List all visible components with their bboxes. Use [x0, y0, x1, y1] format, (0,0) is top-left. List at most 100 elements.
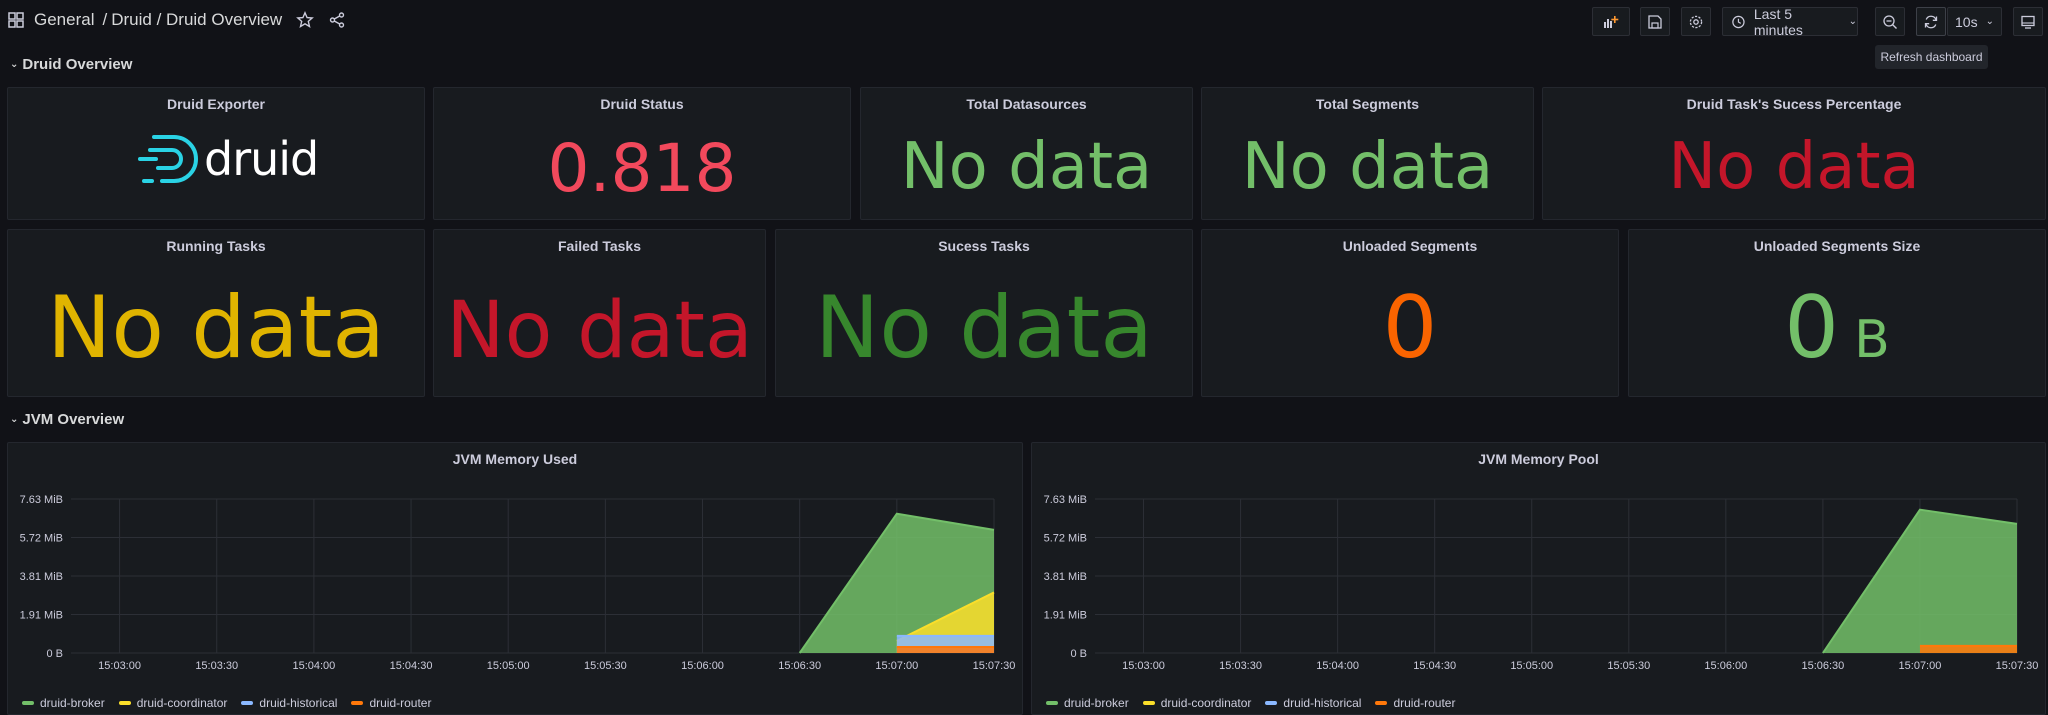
series-line-druid-coordinator [896, 591, 995, 642]
y-tick-label: 3.81 MiB [1044, 571, 1087, 583]
legend-label: druid-broker [1064, 696, 1129, 710]
legend-item-druid-historical[interactable]: druid-historical [1265, 696, 1361, 710]
tv-mode-button[interactable] [2013, 7, 2043, 36]
panel-unloaded-segments[interactable]: Unloaded Segments 0 [1201, 229, 1619, 397]
legend-item-druid-router[interactable]: druid-router [1375, 696, 1455, 710]
panel-druid-exporter[interactable]: Druid Exporter druid [7, 87, 425, 220]
refresh-dashboard-button[interactable] [1916, 7, 1946, 36]
legend-item-druid-broker[interactable]: druid-broker [22, 696, 105, 710]
row-title: JVM Overview [22, 411, 125, 428]
breadcrumb: General / Druid / Druid Overview [8, 10, 346, 30]
panel-success-tasks[interactable]: Sucess Tasks No data [775, 229, 1193, 397]
x-tick-label: 15:03:30 [195, 660, 238, 672]
series-area-druid-router [896, 646, 994, 653]
stat-unit: B [1854, 310, 1890, 370]
panel-running-tasks[interactable]: Running Tasks No data [7, 229, 425, 397]
y-tick-label: 7.63 MiB [20, 494, 63, 506]
x-tick-label: 15:06:00 [681, 660, 724, 672]
dashboards-grid-icon[interactable] [8, 12, 24, 28]
jvm-memory-pool-chart[interactable]: 0 B 1.91 MiB 3.81 MiB 5.72 MiB 7.63 MiB 15:03… [1032, 479, 2047, 684]
panel-title: Druid Task's Sucess Percentage [1686, 96, 1902, 112]
legend-swatch [1265, 701, 1278, 705]
x-tick-label: 15:07:30 [1996, 660, 2039, 672]
legend-swatch [351, 701, 364, 705]
stat-value: No data [1668, 130, 1920, 204]
panel-failed-tasks[interactable]: Failed Tasks No data [433, 229, 766, 397]
panel-druid-status[interactable]: Druid Status 0.818 [433, 87, 851, 220]
stat-value: No data [900, 130, 1153, 204]
zoom-out-button[interactable] [1875, 7, 1905, 36]
y-tick-label: 5.72 MiB [1044, 533, 1087, 545]
add-panel-button[interactable] [1592, 7, 1630, 36]
panel-title: Failed Tasks [557, 238, 641, 254]
gear-icon [1689, 15, 1703, 28]
legend-item-druid-coordinator[interactable]: druid-coordinator [118, 696, 228, 710]
legend-item-druid-router[interactable]: druid-router [351, 696, 431, 710]
x-tick-label: 15:04:30 [1413, 660, 1456, 672]
x-tick-label: 15:03:00 [1122, 660, 1165, 672]
chevron-down-icon: ⌄ [1848, 16, 1857, 27]
y-tick-label: 0 B [46, 648, 63, 660]
legend-label: druid-historical [1283, 696, 1362, 710]
zoom-out-icon [1883, 14, 1897, 29]
breadcrumb-folder[interactable]: General [34, 10, 95, 29]
series-line-druid-broker [798, 512, 995, 654]
refresh-interval-picker[interactable]: 10s ⌄ [1947, 7, 2002, 36]
refresh-icon [1924, 15, 1938, 28]
legend-label: druid-broker [40, 696, 105, 710]
row-jvm-overview[interactable]: ⌄ JVM Overview [10, 411, 124, 428]
jvm-memory-used-chart[interactable]: 0 B 1.91 MiB 3.81 MiB 5.72 MiB 7.63 MiB 15:03… [8, 479, 1024, 684]
panel-title: JVM Memory Used [452, 451, 578, 467]
monitor-icon [2021, 15, 2035, 29]
chevron-down-icon: ⌄ [10, 59, 19, 70]
refresh-interval-label: 10s [1955, 13, 1978, 30]
panel-title: Druid Exporter [166, 96, 265, 112]
legend-item-druid-historical[interactable]: druid-historical [241, 696, 337, 710]
time-range-picker[interactable]: Last 5 minutes ⌄ [1722, 5, 1858, 38]
panel-title: Running Tasks [166, 238, 266, 254]
y-tick-label: 3.81 MiB [20, 571, 63, 583]
share-icon[interactable] [328, 11, 346, 29]
y-tick-label: 0 B [1070, 648, 1087, 660]
breadcrumb-separator: / [102, 10, 108, 29]
legend-label: druid-coordinator [1160, 696, 1252, 710]
legend-item-druid-coordinator[interactable]: druid-coordinator [1142, 696, 1252, 710]
panel-task-success-percentage[interactable]: Druid Task's Sucess Percentage No data [1542, 87, 2046, 220]
chart-legend: druid-broker druid-coordinator druid-histo… [22, 696, 431, 710]
add-panel-icon [1604, 15, 1619, 28]
panel-title: Unloaded Segments Size [1753, 238, 1921, 254]
dashboard-settings-button[interactable] [1681, 7, 1711, 36]
panel-unloaded-segments-size[interactable]: Unloaded Segments Size 0 B [1628, 229, 2046, 397]
legend-item-druid-broker[interactable]: druid-broker [1046, 696, 1129, 710]
x-tick-label: 15:05:30 [1607, 660, 1650, 672]
x-tick-label: 15:06:00 [1704, 660, 1747, 672]
x-tick-label: 15:07:00 [1899, 660, 1942, 672]
legend-swatch [241, 701, 254, 705]
panel-jvm-memory-used[interactable]: JVM Memory Used 0 B 1.91 MiB 3.81 MiB 5.72 … [7, 442, 1023, 715]
x-tick-label: 15:05:00 [487, 660, 530, 672]
save-dashboard-button[interactable] [1640, 7, 1670, 36]
top-navbar: General / Druid / Druid Overview [0, 0, 2048, 44]
panel-total-segments[interactable]: Total Segments No data [1201, 87, 1534, 220]
save-icon [1648, 14, 1662, 29]
refresh-tooltip: Refresh dashboard [1875, 45, 1988, 69]
panel-jvm-memory-pool[interactable]: JVM Memory Pool 0 B 1.91 MiB 3.81 MiB 5.72 … [1031, 442, 2046, 715]
panel-total-datasources[interactable]: Total Datasources No data [860, 87, 1193, 220]
legend-swatch [1375, 701, 1388, 705]
druid-logo-text: druid [204, 132, 319, 186]
series-area-druid-router [1919, 645, 2017, 653]
y-tick-label: 1.91 MiB [1044, 610, 1087, 622]
legend-label: druid-coordinator [136, 696, 228, 710]
series-area-druid-broker [1822, 509, 2017, 653]
x-tick-label: 15:04:30 [390, 660, 433, 672]
breadcrumb-dashboard[interactable]: Druid / Druid Overview [111, 10, 283, 29]
panel-title: Unloaded Segments [1342, 238, 1478, 254]
star-icon[interactable] [296, 11, 315, 29]
row-druid-overview[interactable]: ⌄ Druid Overview [10, 56, 132, 73]
time-range-label: Last 5 minutes [1753, 5, 1803, 38]
panel-title: Druid Status [600, 96, 684, 112]
panel-title: Total Segments [1315, 96, 1420, 112]
x-tick-label: 15:06:30 [778, 660, 821, 672]
y-tick-label: 1.91 MiB [20, 610, 63, 622]
x-tick-label: 15:05:30 [584, 660, 627, 672]
